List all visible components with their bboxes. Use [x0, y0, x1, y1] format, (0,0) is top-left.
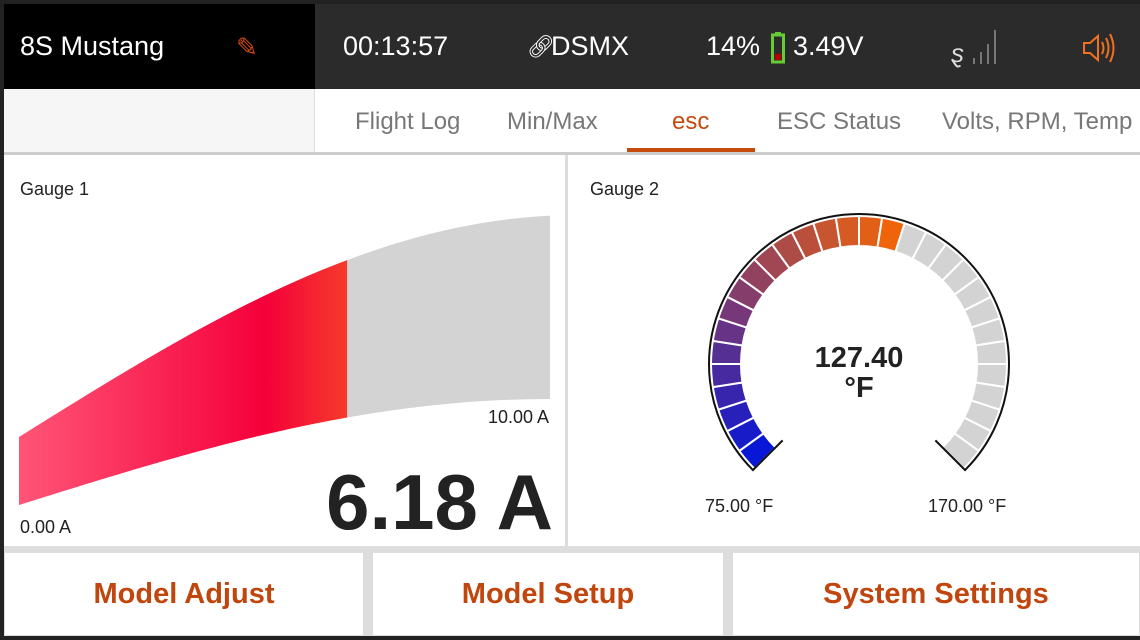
gauge1-value: 6.18 A [326, 458, 553, 546]
model-setup-button[interactable]: Model Setup [372, 552, 724, 636]
system-settings-button[interactable]: System Settings [732, 552, 1140, 636]
side-pad [4, 89, 315, 152]
gauge1-title: Gauge 1 [20, 179, 90, 199]
voltage: 3.49V [793, 31, 864, 61]
signal-icon: ȿ [951, 30, 996, 68]
link-icon: 🔗︎ [527, 34, 555, 59]
app-frame: 8S Mustang ✎ 00:13:57 🔗︎ DSMX 14% 3.49V … [4, 4, 1140, 636]
pencil-icon[interactable]: ✎ [236, 32, 258, 62]
bottom-bar: Model Adjust Model Setup System Settings [4, 546, 1140, 636]
timer: 00:13:57 [343, 31, 449, 61]
tab-volts-rpm-temp[interactable]: Volts, RPM, Temp [942, 108, 1133, 135]
gauge2-segment [974, 339, 1009, 365]
gauge2-panel[interactable]: Gauge 2 127.40 °F 75.00 °F 170.00 °F [571, 155, 1140, 546]
gauge2-segment [834, 214, 860, 249]
battery-icon [771, 32, 785, 64]
gauge2-segment [709, 363, 744, 389]
tab-esc-status[interactable]: ESC Status [777, 108, 902, 135]
battery-percent: 14% [706, 31, 761, 61]
gauge2-dial [708, 213, 1010, 472]
model-adjust-button[interactable]: Model Adjust [4, 552, 364, 636]
gauge1-max-label: 10.00 A [487, 407, 549, 427]
gauge1-min-label: 0.00 A [20, 517, 72, 537]
gauge1-fill [19, 260, 348, 505]
gauge2-value: 127.40 [814, 342, 904, 374]
gauge1-bar [19, 215, 550, 505]
speaker-icon[interactable] [1081, 30, 1117, 66]
gauge2-unit: °F [844, 372, 874, 404]
active-tab-indicator [627, 148, 755, 152]
gauge1-panel[interactable]: Gauge 1 10.00 A 0.00 A 6.18 A [4, 155, 568, 546]
divider [4, 152, 1140, 155]
tab-bar: Flight Log Min/Max esc ESC Status Volts,… [316, 89, 1140, 152]
svg-text:ȿ: ȿ [951, 38, 964, 68]
model-name: 8S Mustang [20, 31, 165, 61]
status-bar: 00:13:57 🔗︎ DSMX 14% 3.49V ȿ [315, 4, 1140, 89]
tab-min-max[interactable]: Min/Max [507, 108, 598, 135]
gauge2-min-label: 75.00 °F [705, 496, 774, 516]
gauge2-outline [708, 213, 1010, 472]
tab-flight-log[interactable]: Flight Log [355, 108, 461, 135]
protocol: DSMX [551, 31, 630, 61]
model-title[interactable]: 8S Mustang ✎ [4, 4, 315, 89]
gauge2-max-label: 170.00 °F [928, 496, 1007, 516]
tab-esc[interactable]: esc [672, 108, 710, 135]
gauge2-title: Gauge 2 [590, 179, 660, 199]
